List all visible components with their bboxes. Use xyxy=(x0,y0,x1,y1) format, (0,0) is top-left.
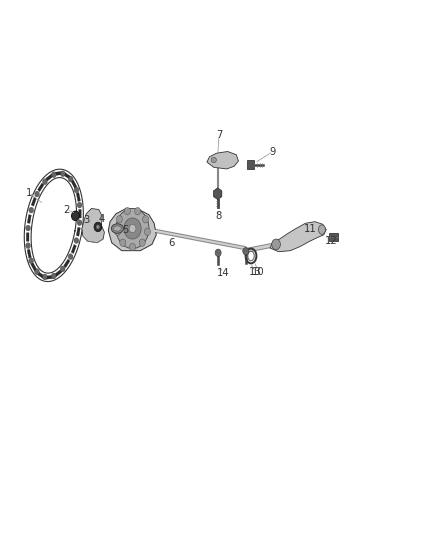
Circle shape xyxy=(29,207,34,213)
Circle shape xyxy=(71,211,79,221)
Text: 7: 7 xyxy=(216,130,222,140)
Circle shape xyxy=(68,254,73,260)
Circle shape xyxy=(26,225,31,231)
Circle shape xyxy=(215,249,221,256)
Circle shape xyxy=(94,222,102,232)
Ellipse shape xyxy=(113,226,121,231)
Polygon shape xyxy=(46,174,53,181)
Circle shape xyxy=(77,202,82,208)
Polygon shape xyxy=(63,172,71,179)
Polygon shape xyxy=(27,249,32,258)
Circle shape xyxy=(68,176,73,182)
Polygon shape xyxy=(46,276,53,279)
Circle shape xyxy=(134,207,141,215)
Ellipse shape xyxy=(111,224,124,233)
Circle shape xyxy=(115,228,120,236)
Circle shape xyxy=(243,247,249,255)
Circle shape xyxy=(42,179,47,184)
Circle shape xyxy=(77,220,82,225)
Polygon shape xyxy=(71,245,76,254)
Polygon shape xyxy=(79,209,81,218)
Polygon shape xyxy=(31,197,36,206)
Text: 6: 6 xyxy=(168,238,175,248)
Circle shape xyxy=(117,216,123,223)
Text: 9: 9 xyxy=(270,147,276,157)
Circle shape xyxy=(26,243,31,248)
Text: 2: 2 xyxy=(64,205,70,215)
Text: 4: 4 xyxy=(98,214,105,224)
Circle shape xyxy=(96,225,100,229)
Circle shape xyxy=(60,266,65,272)
Polygon shape xyxy=(55,270,62,277)
Circle shape xyxy=(143,216,148,223)
Circle shape xyxy=(60,171,65,176)
Circle shape xyxy=(124,207,131,215)
Polygon shape xyxy=(37,272,44,278)
Circle shape xyxy=(130,243,135,251)
Polygon shape xyxy=(76,227,80,236)
Bar xyxy=(329,233,338,241)
Circle shape xyxy=(29,258,34,264)
Polygon shape xyxy=(108,208,156,251)
Circle shape xyxy=(145,228,150,236)
Text: 13: 13 xyxy=(249,267,261,277)
Polygon shape xyxy=(270,222,326,252)
Polygon shape xyxy=(64,259,70,268)
Polygon shape xyxy=(26,233,29,241)
Circle shape xyxy=(74,187,79,193)
Text: 14: 14 xyxy=(217,268,230,278)
Circle shape xyxy=(139,239,145,246)
Polygon shape xyxy=(71,180,77,188)
Text: 11: 11 xyxy=(304,223,317,233)
Circle shape xyxy=(129,224,136,233)
Polygon shape xyxy=(214,188,222,199)
Polygon shape xyxy=(27,215,31,223)
Circle shape xyxy=(272,239,280,249)
Polygon shape xyxy=(207,151,238,169)
Circle shape xyxy=(52,172,56,177)
Circle shape xyxy=(116,208,149,248)
Polygon shape xyxy=(76,192,81,201)
Circle shape xyxy=(35,191,39,197)
Ellipse shape xyxy=(318,225,325,235)
Polygon shape xyxy=(38,183,44,192)
Text: 8: 8 xyxy=(216,211,222,221)
Bar xyxy=(247,160,254,169)
Circle shape xyxy=(74,238,79,244)
Text: 1: 1 xyxy=(25,188,32,198)
Polygon shape xyxy=(31,262,37,271)
Text: 12: 12 xyxy=(325,236,338,246)
Text: 10: 10 xyxy=(251,267,264,277)
Text: 5: 5 xyxy=(122,224,129,235)
Polygon shape xyxy=(55,172,62,175)
Circle shape xyxy=(35,269,39,274)
Circle shape xyxy=(42,274,47,280)
Text: 3: 3 xyxy=(83,215,89,225)
Polygon shape xyxy=(82,208,104,243)
Circle shape xyxy=(120,239,126,246)
Ellipse shape xyxy=(211,157,216,163)
Circle shape xyxy=(124,218,141,239)
Circle shape xyxy=(51,273,56,279)
